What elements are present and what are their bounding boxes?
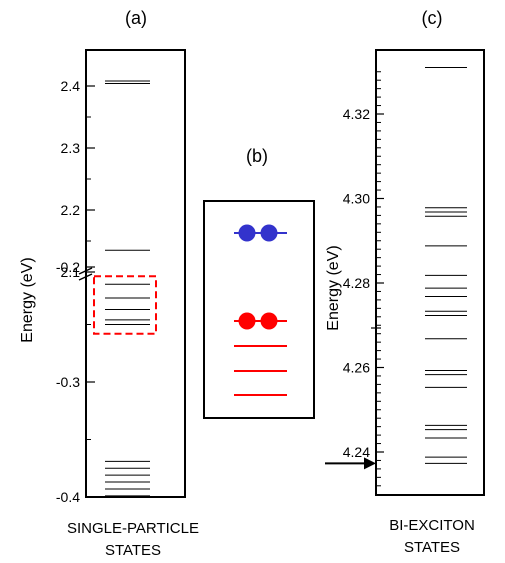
panel-c-caption-line-2: STATES (404, 539, 460, 556)
panel-a-ylabel: Energy (eV) (19, 257, 36, 342)
panel-c-ylabel: Energy (eV) (325, 245, 342, 330)
panel-b-electron (238, 224, 256, 242)
panel-c-frame (375, 49, 485, 496)
panel-c-tick-label: 4.32 (343, 106, 370, 122)
panel-a-tick-label: -0.4 (56, 489, 80, 505)
panel-c-caption-line-1: BI-EXCITON (389, 517, 475, 534)
panel-a-tick-label: 2.3 (61, 140, 81, 156)
panel-a-tick-label: -0.3 (56, 374, 80, 390)
panel-a-highlight-box (93, 275, 157, 335)
panel-b-electron (260, 224, 278, 242)
axis-break-mark (78, 267, 93, 281)
panel-a-frame (85, 49, 186, 498)
panel-a-caption-line-1: SINGLE-PARTICLE (67, 520, 199, 537)
panel-a-tick-label: 2.4 (61, 78, 81, 94)
panel-a-tick-label: -0.2 (56, 259, 80, 275)
panel-c-tick-label: 4.24 (343, 444, 370, 460)
panel-a-label: (a) (125, 8, 147, 28)
panel-c-levels (425, 67, 467, 464)
panel-b-electron (238, 312, 256, 330)
panel-c-tick-label: 4.26 (343, 360, 370, 376)
panel-b-label: (b) (246, 146, 268, 166)
panel-a: (a) 2.1 2.2 2.3 2.4 -0.4 -0.3 -0.2 Energy (eV)… (19, 8, 199, 559)
panel-b-electron (260, 312, 278, 330)
panel-a-ticks: 2.1 2.2 2.3 2.4 -0.4 -0.3 -0.2 (56, 78, 95, 505)
panel-a-tick-label: 2.2 (61, 202, 81, 218)
panel-b: (b) (203, 146, 315, 419)
panel-c-label: (c) (422, 8, 443, 28)
panel-c-tick-label: 4.28 (343, 275, 370, 291)
panel-c-tick-label: 4.30 (343, 191, 370, 207)
panel-c-arrow (325, 457, 376, 470)
panel-b-frame (203, 200, 315, 419)
panel-a-tick-label: 2.1 (61, 264, 81, 280)
panel-a-caption-line-2: STATES (105, 542, 161, 559)
panel-a-levels (105, 80, 150, 497)
panel-b-levels (234, 224, 287, 396)
panel-c-ticks: 4.24 4.26 4.28 4.30 4.32 (343, 71, 384, 487)
panel-c: (c) 4.24 4.26 4.28 4.30 4.32 Energy (eV) BI-… (325, 8, 485, 556)
